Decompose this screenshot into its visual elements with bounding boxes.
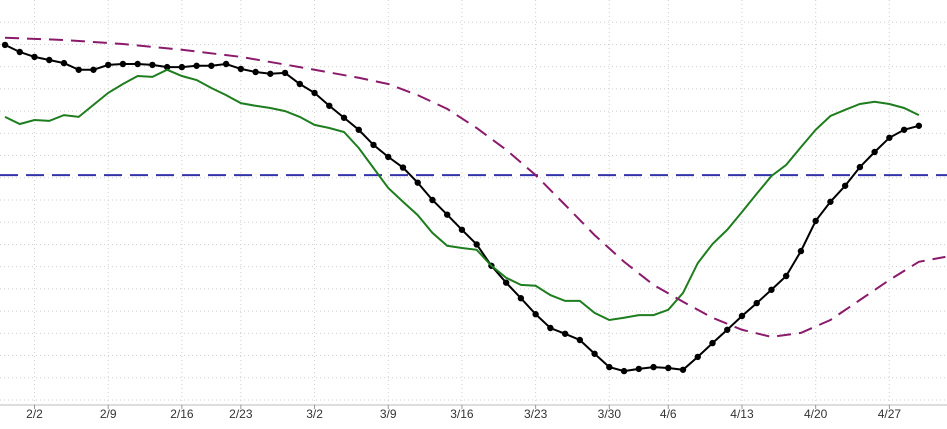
data-point xyxy=(46,56,53,64)
data-point xyxy=(193,62,200,69)
data-point xyxy=(60,59,68,67)
data-point xyxy=(635,365,643,373)
data-point xyxy=(252,68,259,76)
data-point xyxy=(355,126,362,133)
data-point xyxy=(856,163,864,171)
data-point xyxy=(900,126,908,133)
data-point xyxy=(429,196,436,204)
data-point xyxy=(679,366,687,373)
data-point xyxy=(443,211,451,218)
data-point xyxy=(208,62,215,69)
data-point xyxy=(119,60,127,68)
x-tick-label: 3/30 xyxy=(598,407,622,421)
data-point xyxy=(104,61,112,69)
data-point xyxy=(753,299,760,307)
data-point xyxy=(296,80,303,88)
data-point xyxy=(75,66,82,73)
data-point xyxy=(724,326,731,333)
data-point xyxy=(738,312,746,320)
data-point xyxy=(827,198,834,205)
x-tick-label: 4/6 xyxy=(660,407,677,421)
x-tick-label: 4/27 xyxy=(878,407,902,421)
data-point xyxy=(458,226,466,233)
data-point xyxy=(591,350,598,357)
data-point xyxy=(871,148,878,156)
data-point xyxy=(797,247,805,255)
data-point xyxy=(547,324,554,332)
x-tick-label: 2/9 xyxy=(100,407,117,421)
data-point xyxy=(31,53,38,61)
x-tick-label: 2/2 xyxy=(26,407,43,421)
data-point xyxy=(163,63,171,71)
data-point xyxy=(385,153,392,161)
data-point xyxy=(517,295,525,302)
x-tick-label: 4/20 xyxy=(804,407,828,421)
data-point xyxy=(473,241,480,248)
x-tick-label: 3/2 xyxy=(306,407,323,421)
data-point xyxy=(502,279,510,286)
x-tick-label: 3/23 xyxy=(524,407,548,421)
data-point xyxy=(134,60,141,68)
data-point xyxy=(326,102,333,109)
data-point xyxy=(149,61,156,69)
x-tick-label: 3/16 xyxy=(450,407,474,421)
data-point xyxy=(267,70,274,77)
data-point xyxy=(532,311,539,318)
data-point xyxy=(340,114,348,121)
data-point xyxy=(709,339,716,347)
data-point xyxy=(178,63,186,71)
series-line xyxy=(4,68,920,322)
data-point xyxy=(782,272,790,280)
data-point xyxy=(414,179,421,186)
data-point xyxy=(281,69,289,77)
data-point xyxy=(1,41,9,49)
x-tick-label: 3/9 xyxy=(380,407,397,421)
data-point xyxy=(311,89,318,97)
data-point xyxy=(561,330,569,337)
data-point xyxy=(620,367,628,375)
data-point xyxy=(768,286,775,293)
data-point xyxy=(841,182,849,189)
x-tick-label: 4/13 xyxy=(730,407,754,421)
data-point xyxy=(222,60,230,68)
data-point xyxy=(16,48,23,56)
data-point xyxy=(886,134,893,141)
x-tick-label: 2/16 xyxy=(170,407,194,421)
data-point xyxy=(665,364,672,372)
data-point xyxy=(606,363,613,371)
data-point xyxy=(90,66,97,73)
data-point xyxy=(694,353,701,361)
series-line xyxy=(4,36,946,338)
data-point xyxy=(237,65,245,73)
x-tick-label: 2/23 xyxy=(229,407,253,421)
data-point xyxy=(399,164,407,171)
data-point xyxy=(812,217,819,225)
data-point xyxy=(370,141,377,149)
data-point xyxy=(576,336,584,344)
data-point xyxy=(650,363,657,371)
data-point xyxy=(915,122,923,129)
